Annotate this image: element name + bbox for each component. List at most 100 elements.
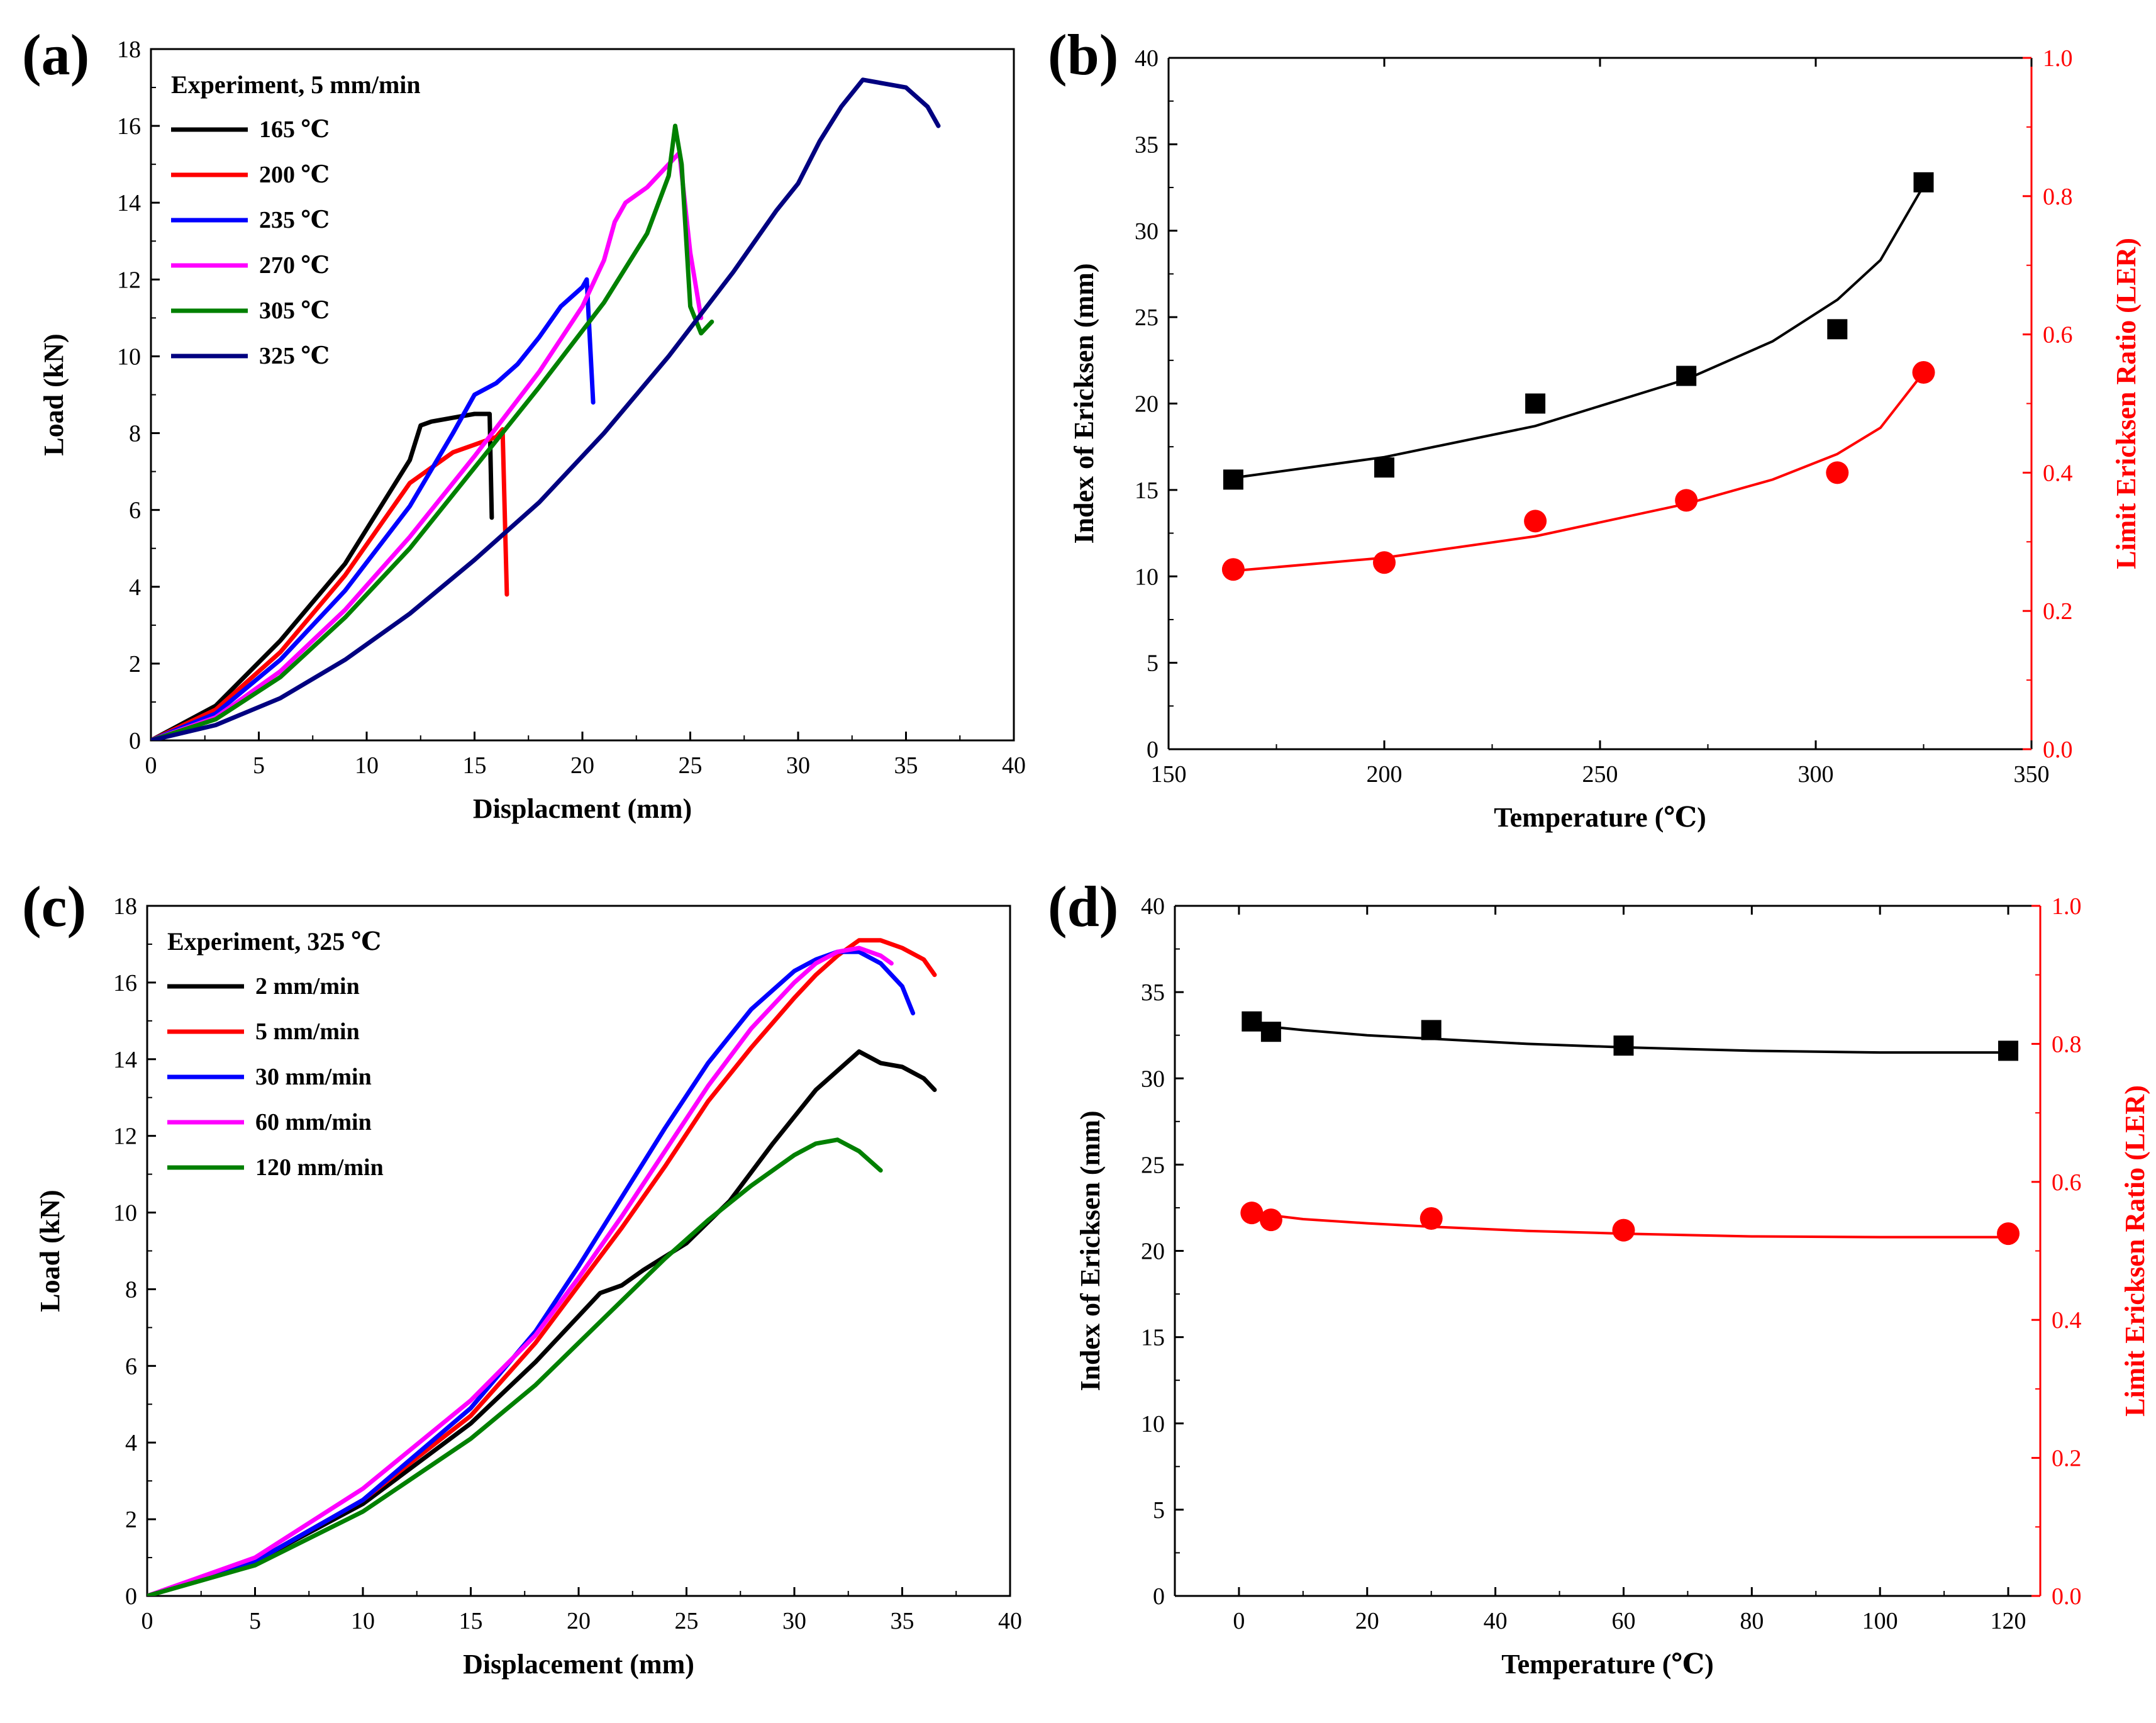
x-tick-label: 35: [894, 752, 918, 779]
x-tick-label: 20: [1355, 1608, 1379, 1634]
panel-label: (c): [22, 874, 86, 939]
data-point-circle: [1240, 1202, 1264, 1225]
x-tick-label: 15: [459, 1608, 483, 1634]
y2-tick-label: 0.8: [2043, 184, 2073, 210]
data-point-square: [1223, 469, 1243, 490]
plot-frame: [146, 905, 1011, 1597]
y2-tick-label: 1.0: [2052, 893, 2082, 920]
y2-tick-label: 1.0: [2043, 45, 2073, 72]
x-tick-label: 40: [1002, 752, 1026, 779]
data-point-square: [1525, 393, 1546, 414]
y-tick-label: 10: [1135, 564, 1159, 590]
y-tick-label: 6: [129, 498, 141, 524]
y-tick-label: 40: [1141, 893, 1165, 920]
x-tick-label: 300: [1798, 761, 1834, 788]
y2-tick-label: 0.2: [2052, 1446, 2082, 1472]
legend-label-325: 325 ℃: [259, 343, 330, 369]
x-axis-title: Displacment (mm): [473, 793, 692, 824]
legend-label-165: 165 ℃: [259, 116, 330, 143]
y-axis-title: Index of Ericksen (mm): [1075, 1110, 1106, 1391]
y-tick-label: 15: [1135, 477, 1159, 504]
legend-label-200: 200 ℃: [259, 162, 330, 188]
legend: Experiment, 325 ℃ 2 mm/min 5 mm/min 30 mm/m…: [167, 927, 384, 1181]
x-tick-label: 80: [1740, 1608, 1764, 1634]
x-tick-label: 30: [782, 1608, 806, 1634]
y-tick-label: 0: [125, 1583, 137, 1610]
x-tick-label: 25: [675, 1608, 699, 1634]
data-point-square: [1260, 1022, 1281, 1042]
fit-curve-limit-ericksen-ratio-ler: [1252, 1212, 2008, 1239]
data-point-circle: [1675, 489, 1698, 512]
legend-label-120-mm-min: 120 mm/min: [255, 1154, 384, 1181]
legend-title: Experiment, 5 mm/min: [171, 70, 421, 99]
x-tick-label: 25: [679, 752, 703, 779]
series-line-120-mm-min: [147, 1137, 883, 1596]
x-tick-label: 5: [253, 752, 265, 779]
series-line-165: [151, 411, 494, 740]
x-tick-label: 40: [998, 1608, 1022, 1634]
x-axis-title: Displacement (mm): [463, 1649, 694, 1680]
panel-label: (b): [1048, 23, 1118, 87]
y-tick-label: 0: [129, 728, 141, 754]
y-tick-label: 30: [1135, 218, 1159, 245]
x-tick-label: 20: [570, 752, 594, 779]
plot-frame: [150, 48, 1015, 742]
y-tick-label: 5: [1153, 1497, 1165, 1524]
data-point-square: [1998, 1040, 2019, 1061]
legend-label-305: 305 ℃: [259, 298, 330, 324]
legend-label-2-mm-min: 2 mm/min: [255, 973, 360, 1000]
y-tick-label: 4: [129, 574, 141, 601]
series-line-305: [151, 123, 714, 740]
x-tick-label: 35: [891, 1608, 914, 1634]
x-tick-label: 20: [567, 1608, 591, 1634]
data-point-circle: [1524, 510, 1547, 533]
plot-area: [147, 938, 937, 1596]
x-axis-title: Temperature (℃): [1494, 802, 1706, 833]
panel-label: (a): [22, 23, 89, 87]
y2-tick-label: 0.2: [2043, 598, 2073, 625]
panel-a-load-displacement-5mm-min: (a) 0 5 10 15 20 25 30 35 40 0 2 4 6 8 10 12 14 16 18 Displa…: [22, 23, 1026, 824]
y-tick-label: 8: [129, 421, 141, 447]
series-line-270: [151, 150, 704, 740]
legend-label-60-mm-min: 60 mm/min: [255, 1109, 372, 1135]
panel-b-erichsen-vs-temperature: (b) 150 200 250 300 350 0 5 10 15 20 25 30 35 40 0.0 0.2…: [1048, 23, 2142, 833]
legend-title: Experiment, 325 ℃: [167, 927, 381, 956]
data-point-square: [1421, 1020, 1442, 1040]
y-tick-label: 20: [1135, 391, 1159, 418]
y-tick-label: 18: [113, 893, 137, 920]
x-tick-label: 10: [355, 752, 379, 779]
y-tick-label: 10: [113, 1200, 137, 1227]
y-tick-label: 2: [125, 1507, 137, 1533]
series-line-200: [151, 427, 509, 740]
y-tick-label: 35: [1141, 979, 1165, 1006]
y-tick-label: 0: [1147, 737, 1159, 763]
y-tick-label: 16: [117, 113, 141, 140]
y-tick-label: 6: [125, 1353, 137, 1380]
data-point-square: [1676, 365, 1697, 386]
panel-c-load-displacement-325c: (c) 0 5 10 15 20 25 30 35 40 0 2 4 6 8 10 12 14 16 18 Displa…: [22, 874, 1022, 1680]
y-tick-label: 18: [117, 36, 141, 63]
plot-area: [1221, 172, 1935, 581]
x-tick-label: 250: [1582, 761, 1618, 788]
y-tick-label: 35: [1135, 131, 1159, 158]
y2-tick-label: 0.4: [2043, 460, 2073, 486]
data-point-square: [1613, 1035, 1634, 1056]
y-tick-label: 2: [129, 651, 141, 677]
y-tick-label: 25: [1141, 1152, 1165, 1178]
data-point-square: [1827, 319, 1848, 340]
x-tick-label: 0: [142, 1608, 153, 1634]
y2-axis-title: Limit Ericksen Ratio (LER): [2111, 238, 2142, 569]
plot-area: [1240, 1011, 2020, 1246]
fit-curve-index-of-ericksen: [1252, 1023, 2008, 1054]
legend-label-5-mm-min: 5 mm/min: [255, 1018, 360, 1045]
y-tick-label: 10: [1141, 1411, 1165, 1437]
panel-d-erichsen-vs-rate: (d) 0 20 40 60 80 100 120 0 5 10 15 20 25 30 35 40 0.0 0.2…: [1048, 874, 2150, 1680]
series-line-235: [151, 277, 596, 740]
x-tick-label: 120: [1991, 1608, 2026, 1634]
fit-curve-limit-ericksen-ratio-ler: [1233, 371, 1925, 572]
fit-curve-index-of-ericksen: [1233, 185, 1925, 479]
data-point-circle: [1259, 1208, 1282, 1232]
series-line-325: [151, 77, 941, 740]
data-point-circle: [1612, 1218, 1635, 1242]
